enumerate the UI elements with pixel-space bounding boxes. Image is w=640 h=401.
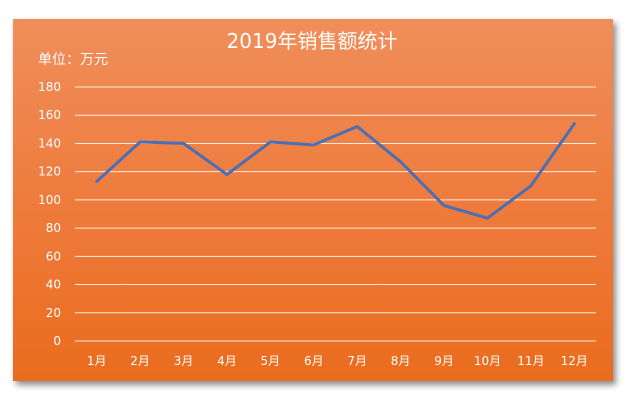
x-tick-label: 11月: [517, 354, 544, 368]
y-tick-label: 160: [38, 108, 61, 122]
y-tick-label: 100: [38, 193, 61, 207]
x-axis-ticks: 1月 2月 3月 4月 5月 6月 7月 8月 9月 10月 11月 12月: [87, 354, 588, 368]
x-tick-label: 9月: [434, 354, 454, 368]
chart-title: 2019年销售额统计: [227, 29, 398, 53]
y-tick-label: 80: [46, 221, 61, 235]
y-tick-label: 40: [46, 278, 61, 292]
y-axis-ticks: 0 20 40 60 80 100 120 140 160 180: [38, 80, 61, 348]
series-layer: [95, 122, 576, 220]
x-tick-label: 1月: [87, 354, 107, 368]
x-tick-label: 10月: [474, 354, 501, 368]
x-tick-label: 8月: [391, 354, 411, 368]
x-tick-label: 5月: [261, 354, 281, 368]
x-tick-label: 2月: [130, 354, 150, 368]
y-tick-label: 180: [38, 80, 61, 94]
x-tick-label: 3月: [174, 354, 194, 368]
x-tick-label: 6月: [304, 354, 324, 368]
y-tick-label: 20: [46, 306, 61, 320]
gridlines: [75, 86, 596, 342]
unit-label: 单位：万元: [38, 52, 108, 68]
y-tick-label: 60: [46, 249, 61, 263]
x-tick-label: 12月: [561, 354, 588, 368]
series-line: [95, 122, 576, 220]
y-tick-label: 0: [53, 334, 61, 348]
y-tick-label: 120: [38, 165, 61, 179]
x-tick-label: 4月: [217, 354, 237, 368]
y-tick-label: 140: [38, 136, 61, 150]
x-tick-label: 7月: [347, 354, 367, 368]
